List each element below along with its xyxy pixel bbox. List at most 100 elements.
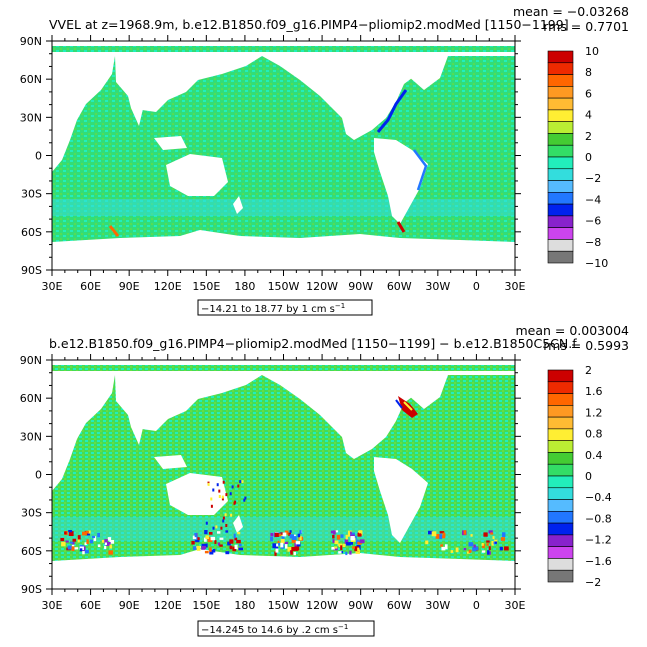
anomaly-cell	[219, 544, 223, 547]
anomaly-cell	[74, 547, 79, 550]
anomaly-cell	[289, 530, 292, 533]
anomaly-cell	[289, 534, 294, 539]
colorbar-swatch	[547, 452, 574, 465]
panel-1-boundary-current-sa	[413, 149, 428, 191]
anomaly-cell	[333, 530, 339, 533]
anomaly-cell	[294, 546, 299, 551]
y-tick-label: 60S	[21, 226, 42, 239]
anomaly-cell	[290, 550, 293, 555]
anomaly-cell	[338, 551, 342, 554]
anomaly-cell	[191, 540, 195, 545]
anomaly-cell	[439, 534, 443, 540]
panel-2-southern-anomalies	[60, 480, 509, 556]
anomaly-cell	[340, 534, 344, 538]
anomaly-cell	[79, 546, 84, 551]
panel-2-land	[52, 360, 515, 589]
anomaly-cell	[295, 541, 301, 545]
anomaly-cell	[440, 544, 443, 547]
x-tick-label: 30E	[505, 599, 526, 612]
anomaly-cell	[214, 540, 217, 544]
colorbar-swatch	[547, 558, 574, 571]
anomaly-cell	[97, 532, 101, 538]
anomaly-cell	[275, 548, 279, 553]
anomaly-cell	[194, 532, 197, 538]
anomaly-cell	[60, 537, 65, 542]
anomaly-cell	[441, 535, 446, 539]
colorbar-swatch	[547, 215, 574, 228]
anomaly-cell	[468, 542, 474, 547]
x-tick-label: 150W	[268, 599, 300, 612]
anomaly-cell	[299, 535, 302, 541]
anomaly-cell	[463, 530, 467, 535]
anomaly-cell	[270, 532, 274, 537]
colorbar-label: −10	[585, 257, 608, 270]
x-tick-label: 120E	[154, 599, 182, 612]
y-tick-label: 30S	[21, 188, 42, 201]
x-tick-label: 120E	[154, 280, 182, 293]
anomaly-cell	[280, 532, 285, 535]
x-tick-label: 30E	[42, 599, 63, 612]
anomaly-cell	[204, 550, 209, 554]
anomaly-cell	[196, 545, 201, 551]
y-tick-label: 90S	[21, 583, 42, 596]
colorbar-label: 0	[585, 151, 592, 164]
panel-2-title: b.e12.B1850.f09_g16.PIMP4−pliomip2.modMe…	[49, 336, 577, 351]
anomaly-cell	[204, 537, 207, 542]
anomaly-cell	[483, 532, 488, 537]
colorbar-label: −2	[585, 172, 601, 185]
anomaly-cell	[355, 549, 360, 554]
x-tick-label: 90W	[348, 599, 373, 612]
panel-2-mean: mean = 0.003004	[515, 323, 629, 338]
anomaly-cell	[107, 537, 112, 541]
anomaly-cell	[444, 544, 448, 550]
anomaly-cell	[280, 542, 284, 548]
anomaly-cell	[285, 543, 288, 549]
anomaly-cell	[344, 539, 349, 544]
anomaly-cell	[234, 544, 238, 550]
colorbar-label: −1.6	[585, 555, 612, 568]
x-tick-label: 150E	[192, 280, 220, 293]
anomaly-cell	[209, 532, 213, 535]
colorbar-swatch	[547, 86, 574, 99]
colorbar-label: 0.4	[585, 449, 603, 462]
panel-2-x-axis: 30E 60E 90E 120E 150E 180 150W 120W 90W 60W 30W 0 30…	[42, 354, 526, 612]
anomaly-cell	[439, 531, 445, 534]
anomaly-cell	[472, 546, 477, 552]
anomaly-cell	[84, 549, 89, 554]
anomaly-cell	[65, 540, 69, 543]
anomaly-cell	[486, 543, 489, 546]
anomaly-cell	[284, 530, 289, 535]
anomaly-cell	[82, 551, 85, 555]
anomaly-cell	[205, 543, 208, 548]
anomaly-cell	[455, 547, 459, 553]
colorbar-label: 1.6	[585, 385, 603, 398]
anomaly-cell	[334, 540, 339, 545]
panel-2-y-axis: 90N 60N 30N 0 30S 60S 90S	[20, 354, 521, 596]
colorbar-swatch	[547, 534, 574, 547]
anomaly-cell	[77, 535, 81, 540]
anomaly-cell	[337, 543, 341, 546]
anomaly-cell	[70, 541, 73, 544]
colorbar-swatch	[547, 428, 574, 441]
anomaly-cell	[104, 542, 107, 545]
colorbar-swatch	[547, 393, 574, 406]
anomaly-cell	[197, 537, 200, 541]
anomaly-cell	[84, 542, 87, 546]
panel-1-map	[51, 40, 516, 271]
anomaly-cell	[244, 496, 247, 500]
anomaly-cell	[92, 535, 96, 539]
anomaly-cell	[229, 539, 234, 544]
panel-2-range-box	[197, 620, 375, 637]
colorbar-label: 0.8	[585, 428, 603, 441]
anomaly-cell	[336, 535, 341, 540]
panel-1: VVEL at z=1968.9m, b.e12.B1850.f09_g16.P…	[20, 4, 629, 316]
colorbar-swatch	[547, 487, 574, 500]
anomaly-cell	[234, 500, 237, 504]
anomaly-cell	[281, 535, 285, 541]
x-tick-label: 0	[473, 599, 480, 612]
anomaly-cell	[225, 524, 228, 527]
panel-1-range-label: −14.21 to 18.77 by 1 cm s−1	[201, 302, 345, 315]
panel-2-colorbar: 2 1.6 1.2 0.8 0.4 0 −0.4 −0.8 −1.2 −1.6 −2	[547, 364, 612, 589]
colorbar-swatch	[547, 546, 574, 559]
